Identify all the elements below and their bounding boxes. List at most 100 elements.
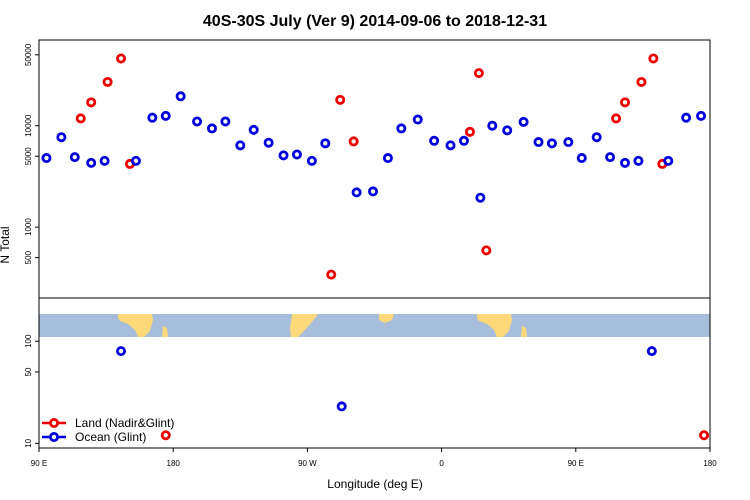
map-strip xyxy=(39,314,710,337)
y-tick-label: 500 xyxy=(24,250,33,264)
land-point xyxy=(86,97,97,108)
ocean-point xyxy=(620,157,631,168)
chart-title: 40S-30S July (Ver 9) 2014-09-06 to 2018-… xyxy=(203,13,547,30)
ocean-point xyxy=(278,150,289,161)
ocean-point xyxy=(235,140,246,151)
ocean-point xyxy=(396,123,407,134)
ocean-point xyxy=(663,155,674,166)
ocean-point xyxy=(160,110,171,121)
legend-marker xyxy=(49,417,60,428)
ocean-point xyxy=(563,137,574,148)
legend: Land (Nadir&Glint)Ocean (Glint) xyxy=(42,416,174,444)
y-tick-label: 1000 xyxy=(24,218,33,236)
legend-label: Land (Nadir&Glint) xyxy=(75,416,174,430)
ocean-point xyxy=(412,114,423,125)
ocean-point xyxy=(306,155,317,166)
map-landmass xyxy=(521,326,527,337)
land-point xyxy=(335,94,346,105)
ocean-point xyxy=(502,125,513,136)
land-point xyxy=(636,76,647,87)
ocean-point xyxy=(533,137,544,148)
ocean-point xyxy=(458,135,469,146)
land-point xyxy=(348,136,359,147)
y-tick-label: 50 xyxy=(24,367,33,376)
ocean-point xyxy=(382,153,393,164)
plot-frame xyxy=(38,39,711,449)
ocean-point xyxy=(41,153,52,164)
ocean-point xyxy=(546,138,557,149)
map-landmass xyxy=(162,326,168,337)
land-point xyxy=(464,126,475,137)
ocean-point xyxy=(69,152,80,163)
y-tick-label: 5000 xyxy=(24,147,33,165)
ocean-point xyxy=(445,140,456,151)
land-point xyxy=(102,76,113,87)
ocean-point xyxy=(576,153,587,164)
land-point xyxy=(75,113,86,124)
ocean-point xyxy=(696,110,707,121)
legend-label: Ocean (Glint) xyxy=(75,430,146,444)
legend-item: Land (Nadir&Glint) xyxy=(42,416,174,430)
ocean-point xyxy=(56,132,67,143)
land-point xyxy=(473,68,484,79)
x-tick-label: 180 xyxy=(167,459,181,468)
ocean-point xyxy=(116,346,127,357)
ocean-point xyxy=(248,124,259,135)
ocean-point xyxy=(518,116,529,127)
x-axis: 90 E 180 90 W 0 90 E 180 xyxy=(31,448,717,468)
land-point xyxy=(481,245,492,256)
land-point xyxy=(116,53,127,64)
ocean-point xyxy=(429,135,440,146)
ocean-point xyxy=(646,346,657,357)
y-axis-label: N Total xyxy=(0,226,12,263)
land-point xyxy=(648,53,659,64)
ocean-point xyxy=(351,187,362,198)
ocean-point xyxy=(130,155,141,166)
x-tick-label: 180 xyxy=(703,459,717,468)
x-axis-label: Longitude (deg E) xyxy=(327,477,422,491)
legend-marker xyxy=(49,431,60,442)
ocean-point xyxy=(291,149,302,160)
ocean-point xyxy=(336,401,347,412)
ocean-point xyxy=(605,152,616,163)
x-tick-label: 90 E xyxy=(31,459,47,468)
ocean-point xyxy=(263,137,274,148)
ocean-point xyxy=(681,112,692,123)
ocean-point xyxy=(86,157,97,168)
y-tick-label: 10 xyxy=(24,438,33,447)
y-axis-top: 500 1000 5000 10000 50000 xyxy=(24,43,39,264)
ocean-point xyxy=(99,155,110,166)
ocean-point xyxy=(368,186,379,197)
x-tick-label: 90 E xyxy=(568,459,584,468)
map-landmass xyxy=(118,314,153,337)
ocean-point xyxy=(320,138,331,149)
y-tick-label: 100 xyxy=(24,334,33,348)
ocean-point xyxy=(206,123,217,134)
ocean-point xyxy=(591,132,602,143)
ocean-point xyxy=(220,116,231,127)
data-points xyxy=(41,53,710,441)
land-point xyxy=(699,430,710,441)
land-point xyxy=(611,113,622,124)
legend-item: Ocean (Glint) xyxy=(42,430,146,444)
x-tick-label: 0 xyxy=(439,459,444,468)
ocean-point xyxy=(487,120,498,131)
land-point xyxy=(620,97,631,108)
y-tick-label: 50000 xyxy=(24,43,33,66)
land-point xyxy=(326,269,337,280)
map-landmass xyxy=(477,314,512,337)
land-point xyxy=(160,430,171,441)
ocean-point xyxy=(475,192,486,203)
ocean-point xyxy=(633,155,644,166)
ocean-point xyxy=(192,116,203,127)
map-ocean xyxy=(39,314,710,337)
x-tick-label: 90 W xyxy=(298,459,317,468)
map-landmass xyxy=(290,314,318,337)
ocean-point xyxy=(175,91,186,102)
y-axis-bottom: 10 50 100 xyxy=(24,334,39,448)
map-landmass xyxy=(379,314,394,323)
ocean-point xyxy=(147,112,158,123)
y-tick-label: 10000 xyxy=(24,114,33,137)
